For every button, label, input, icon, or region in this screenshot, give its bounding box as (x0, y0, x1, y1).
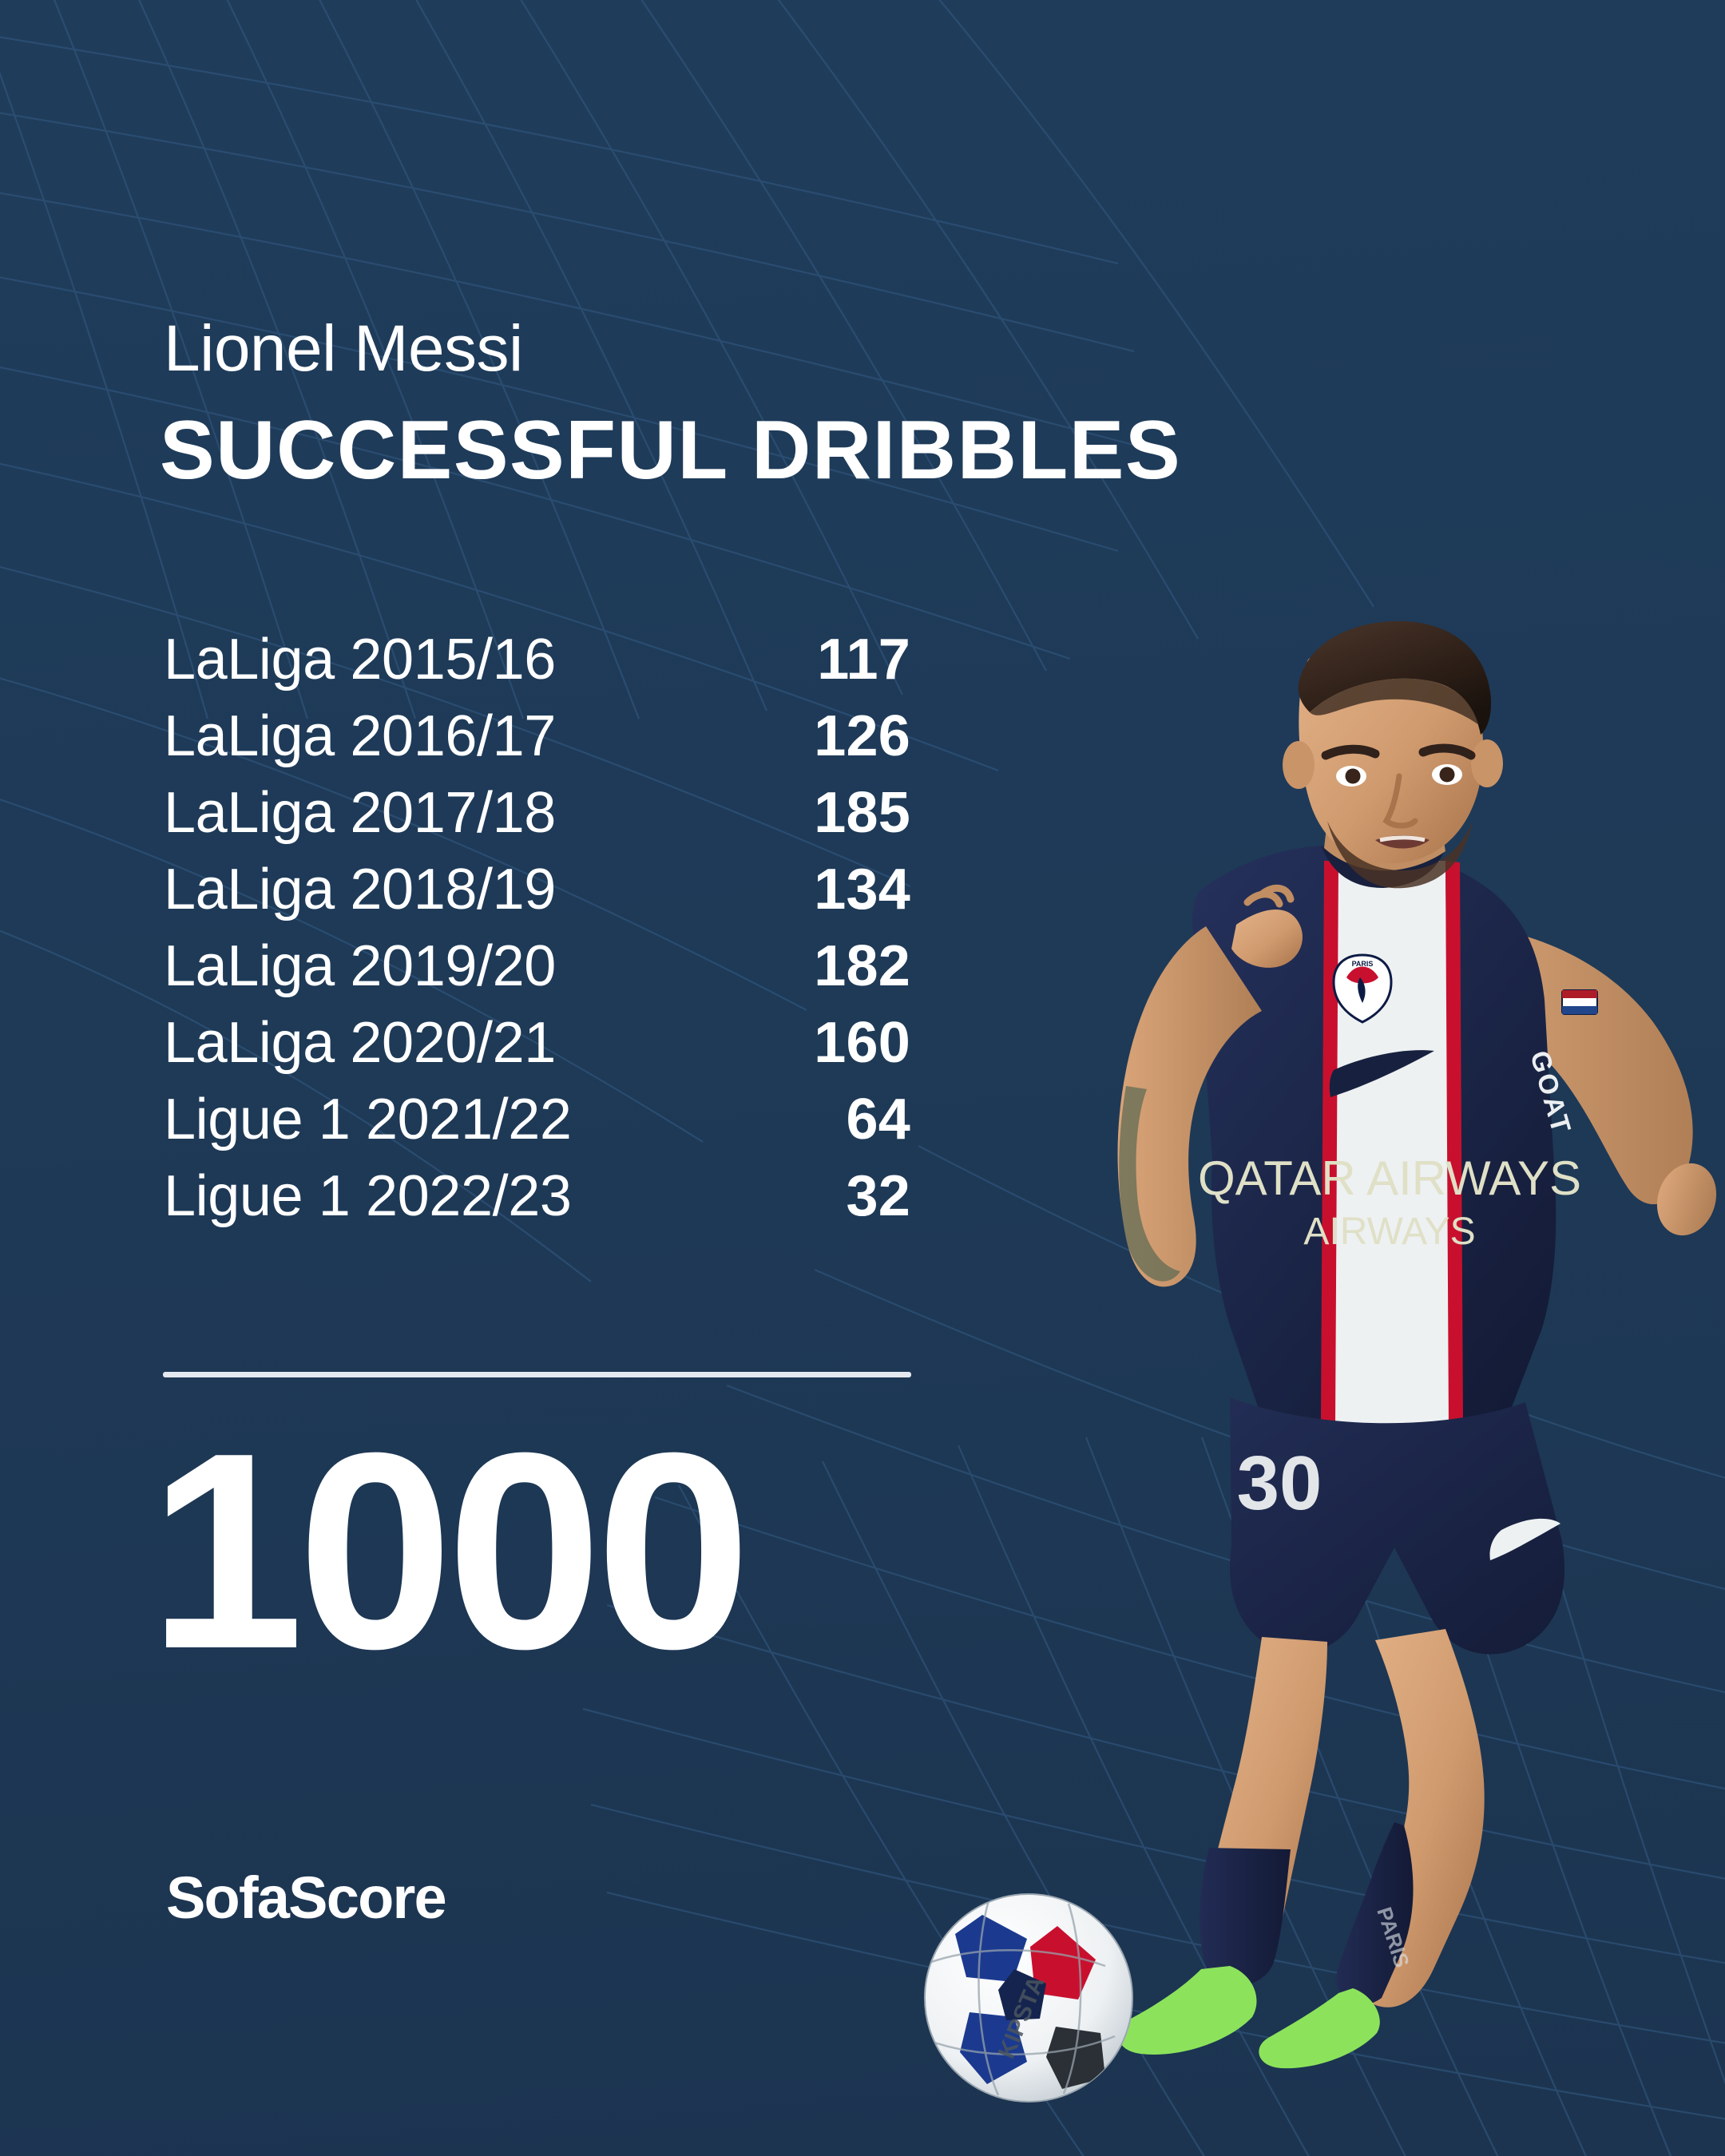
sofascore-logo: SofaScore (166, 1865, 447, 1931)
table-row: LaLiga 2017/18 185 (164, 784, 910, 861)
stat-row-value: 117 (817, 628, 910, 692)
total-value: 1000 (149, 1395, 751, 1707)
kit-sponsor-text: QATAR AIRWAYS (1198, 1151, 1581, 1205)
svg-text:PARIS: PARIS (1352, 960, 1374, 968)
stat-row-value: 64 (846, 1088, 910, 1151)
stat-row-label: Ligue 1 2022/23 (164, 1164, 572, 1228)
stat-row-value: 160 (814, 1011, 910, 1075)
stat-row-label: LaLiga 2020/21 (164, 1011, 556, 1075)
table-row: Ligue 1 2022/23 32 (164, 1167, 910, 1244)
total-divider (163, 1372, 911, 1377)
table-row: LaLiga 2020/21 160 (164, 1014, 910, 1091)
player-photo-messi: PARIS QATAR AIRWAYS AIRWAYS GOAT (924, 620, 1717, 2102)
kit-sponsor-line2: AIRWAYS (1303, 1211, 1475, 1253)
table-row: LaLiga 2018/19 134 (164, 861, 910, 937)
stat-row-value: 134 (814, 858, 910, 921)
stat-rows: LaLiga 2015/16 117 LaLiga 2016/17 126 LaLiga… (164, 631, 910, 1244)
stat-row-value: 182 (814, 934, 910, 998)
table-row: LaLiga 2015/16 117 (164, 631, 910, 707)
stat-row-label: LaLiga 2019/20 (164, 934, 556, 998)
stat-row-label: LaLiga 2016/17 (164, 704, 556, 768)
stat-row-label: Ligue 1 2021/22 (164, 1088, 572, 1151)
table-row: LaLiga 2019/20 182 (164, 937, 910, 1014)
stat-row-label: LaLiga 2015/16 (164, 628, 556, 692)
stat-row-value: 185 (814, 781, 910, 845)
stat-row-value: 126 (814, 704, 910, 768)
stat-row-label: LaLiga 2018/19 (164, 858, 556, 921)
table-row: LaLiga 2016/17 126 (164, 707, 910, 784)
table-row: Ligue 1 2021/22 64 (164, 1091, 910, 1167)
shorts-number: 30 (1237, 1441, 1322, 1526)
page-title: SUCCESSFUL DRIBBLES (160, 404, 1182, 497)
player-name: Lionel Messi (164, 312, 523, 385)
stat-row-value: 32 (846, 1164, 910, 1228)
stat-row-label: LaLiga 2017/18 (164, 781, 556, 845)
